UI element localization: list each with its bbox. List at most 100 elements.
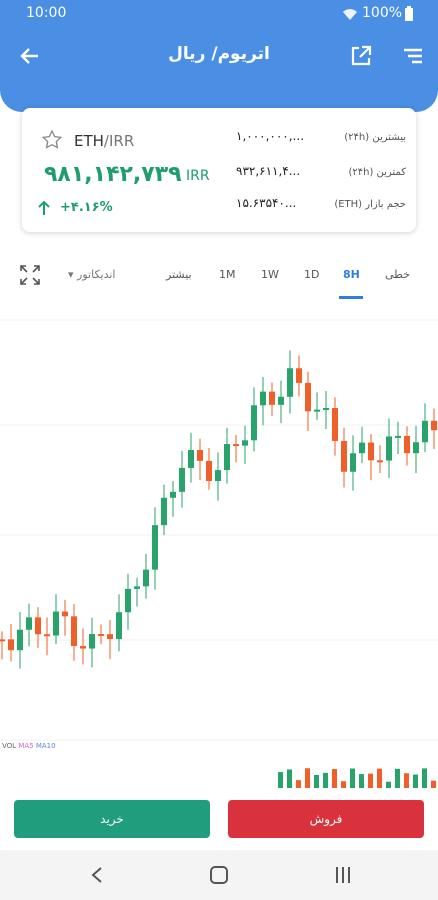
toolbar: [0, 248, 438, 300]
candle-body: [368, 442, 374, 461]
volume-bar: [368, 773, 373, 788]
candle-body: [314, 409, 320, 412]
tab[interactable]: 1W: [261, 268, 279, 281]
candle-body: [332, 408, 338, 441]
candle-body: [350, 453, 356, 472]
candle-body: [170, 491, 176, 498]
candle-body: [341, 440, 347, 472]
sell-button[interactable]: فروش: [228, 800, 424, 838]
candle-body: [269, 391, 275, 405]
candle-body: [422, 420, 428, 443]
time: 10:00: [26, 5, 67, 21]
candle-body: [323, 408, 329, 411]
pair-base: ETH: [74, 132, 104, 150]
candle-body: [287, 368, 293, 397]
stat-value: ۱,۰۰۰,۰۰۰,...: [236, 129, 305, 143]
app-bar: [0, 0, 438, 112]
stat-label: کمترین (۲۴h): [348, 167, 406, 178]
candle-body: [395, 435, 401, 438]
candle-body: [161, 497, 167, 526]
candle-body: [179, 467, 185, 492]
back-button[interactable]: [18, 44, 42, 68]
nav-bar: [0, 850, 438, 900]
volume-bar: [395, 768, 400, 788]
indicator-label: اندیکاتور: [77, 268, 116, 281]
volume-bar: [404, 773, 409, 788]
fullscreen[interactable]: [20, 265, 40, 285]
tab[interactable]: بیشتر: [166, 268, 192, 281]
candle-body: [152, 525, 158, 570]
candle-body: [125, 588, 131, 613]
ticker-card: ETH/IRR ۹۸۱,۱۴۲,۷۳۹ IRR +۴.۱۶% بیشترین (…: [22, 108, 416, 232]
candle-body: [233, 444, 239, 447]
candle-body: [80, 646, 86, 649]
candle-body: [44, 634, 50, 637]
candle-body: [431, 420, 437, 431]
buy-button[interactable]: خرید: [14, 800, 210, 838]
candle-body: [359, 442, 365, 454]
volume-bar: [323, 772, 328, 788]
volume-bar: [422, 768, 427, 788]
stat-label: بیشترین (۲۴h): [344, 132, 406, 143]
candle-body: [404, 435, 410, 454]
candle-body: [305, 382, 311, 412]
candle-body: [89, 634, 95, 649]
nav-recent[interactable]: [335, 866, 351, 884]
wifi-icon: [343, 9, 357, 20]
candle-body: [107, 634, 113, 639]
candle-body: [413, 442, 419, 454]
stat-label: حجم بازار (ETH): [334, 199, 406, 210]
volume-bar: [431, 780, 436, 788]
nav-home[interactable]: [210, 866, 228, 884]
price: ۹۸۱,۱۴۲,۷۳۹: [44, 162, 182, 187]
candle-body: [386, 436, 392, 461]
volume-bar: [341, 781, 346, 788]
nav-back[interactable]: [90, 866, 104, 884]
candle-body: [188, 450, 194, 468]
legend-item: MA10: [35, 742, 56, 750]
tab-active[interactable]: 8H: [343, 268, 360, 281]
volume-bar: [413, 774, 418, 788]
change: +۴.۱۶%: [60, 200, 113, 215]
tab[interactable]: خطی: [385, 268, 410, 281]
candle-body: [0, 639, 5, 642]
volume-bar: [332, 769, 337, 788]
volume-bar: [350, 768, 355, 788]
volume-bar: [278, 772, 283, 788]
candle-body: [215, 470, 221, 482]
candle-body: [251, 405, 257, 441]
candle-body: [143, 569, 149, 587]
pair-quote: /IRR: [103, 132, 135, 150]
status-bar: 10:00 100%: [0, 0, 438, 28]
candle-body: [260, 391, 266, 406]
page-title: اتریوم/ ریال: [168, 44, 270, 64]
volume-bar: [305, 768, 310, 788]
tab-underline: [339, 296, 363, 299]
candle-body: [242, 440, 248, 446]
volume-bar: [386, 781, 391, 788]
volume-bar: [314, 774, 319, 788]
candle-body: [296, 368, 302, 383]
volume-bar: [287, 769, 292, 788]
up-arrow: [38, 200, 50, 215]
candle-body: [8, 639, 14, 651]
favorite-star[interactable]: [42, 130, 62, 150]
open-external[interactable]: [349, 44, 373, 68]
candle-body: [26, 617, 32, 630]
tab[interactable]: 1D: [304, 268, 320, 281]
candle-body: [134, 586, 140, 589]
pair: ETH/IRR: [74, 132, 134, 150]
chart-legend: VOL MA5 MA10: [2, 742, 56, 750]
indicator-dropdown[interactable]: ▾ اندیکاتور: [68, 268, 116, 281]
legend-item: VOL: [2, 742, 17, 750]
menu-button[interactable]: [402, 46, 424, 66]
tab[interactable]: 1M: [219, 268, 236, 281]
candle-body: [17, 629, 23, 651]
currency: IRR: [186, 168, 210, 184]
candle-body: [71, 616, 77, 647]
battery-icon: [405, 6, 413, 21]
volume-bar: [359, 774, 364, 788]
candle-body: [224, 444, 230, 471]
legend-item: MA5: [18, 742, 34, 750]
